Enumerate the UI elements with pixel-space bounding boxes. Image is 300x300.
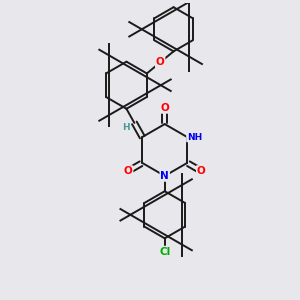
Text: NH: NH — [187, 133, 202, 142]
Text: O: O — [197, 166, 206, 176]
Text: Cl: Cl — [159, 247, 170, 256]
Text: O: O — [160, 103, 169, 113]
Text: O: O — [156, 57, 165, 68]
Text: N: N — [160, 171, 169, 181]
Text: O: O — [124, 166, 133, 176]
Text: H: H — [122, 123, 130, 132]
